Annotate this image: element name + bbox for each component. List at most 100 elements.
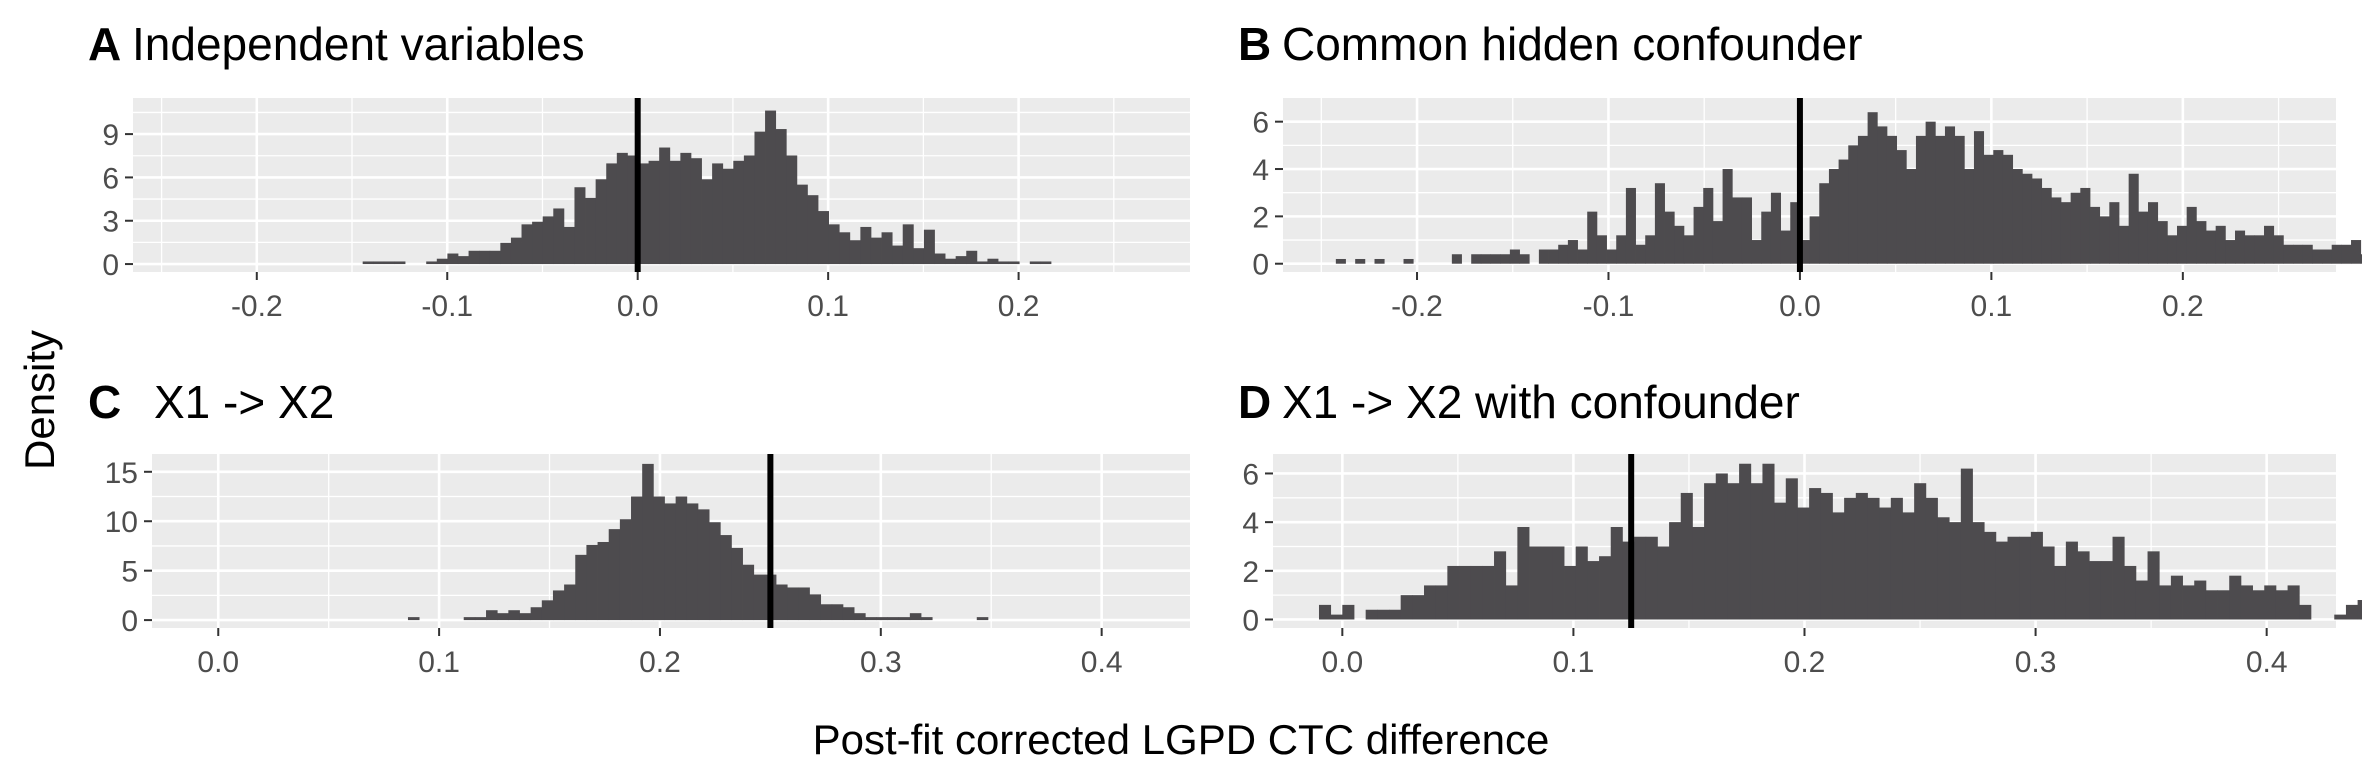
histogram-bar	[2302, 244, 2313, 264]
histogram-bar	[2240, 585, 2253, 620]
histogram-bar	[1925, 497, 1938, 620]
y-tick-label: 6	[1242, 458, 1259, 491]
histogram-bar	[1365, 609, 1378, 620]
histogram-bar	[2186, 206, 2197, 264]
histogram-bar	[2225, 240, 2236, 264]
panel-c: 0.0 0.1 0.2 0.3 0.4 0 5 10 15 C X1 -> X2	[88, 376, 1190, 679]
histogram-bar	[1040, 261, 1052, 265]
histogram-bar	[2118, 225, 2130, 264]
x-axis-title: Post-fit corrected LGPD CTC difference	[812, 716, 1550, 763]
histogram-bar	[489, 250, 501, 265]
histogram-bar	[1886, 135, 1898, 264]
histogram-bar	[913, 248, 925, 265]
panel-title: X1 -> X2 with confounder	[1282, 376, 1800, 428]
histogram-bar	[2205, 590, 2218, 620]
histogram-bar	[586, 544, 598, 621]
histogram-bar	[1400, 595, 1413, 620]
histogram-bar	[1657, 546, 1670, 620]
histogram-bar	[796, 184, 808, 265]
panel-d: 0.0 0.1 0.2 0.3 0.4 0 2 4 6 D X1 -> X2 with confou…	[1238, 376, 2362, 679]
histogram-bar	[787, 587, 799, 621]
histogram-bar	[1342, 604, 1355, 620]
histogram-bar	[1490, 254, 1501, 264]
histogram-bar	[1509, 249, 1520, 264]
histogram-bar	[1785, 478, 1798, 620]
histogram-bar	[2196, 221, 2207, 264]
histogram-bar	[1645, 235, 1656, 264]
histogram-bar	[2264, 585, 2277, 620]
x-tick-label: 0.1	[418, 646, 460, 679]
histogram-bar	[2194, 580, 2207, 620]
histogram-bar	[1925, 121, 1936, 264]
histogram-bar	[530, 607, 543, 621]
histogram-bar	[1330, 614, 1343, 620]
y-axis-title: Density	[16, 329, 63, 470]
histogram-bar	[631, 496, 643, 621]
histogram-bar	[1683, 235, 1694, 264]
histogram-bar	[892, 245, 904, 265]
histogram-bar	[1915, 135, 1927, 264]
histogram-bar	[1739, 463, 1752, 620]
histogram-bar	[731, 547, 743, 621]
histogram-bar	[1797, 507, 1810, 620]
histogram-bar	[1674, 225, 1685, 264]
histogram-bar	[712, 163, 724, 265]
histogram-bar	[2030, 531, 2043, 620]
histogram-bar	[1741, 197, 1752, 264]
x-tick-label: 0.2	[639, 646, 681, 679]
histogram-bar	[1008, 261, 1020, 265]
x-tick-label: 0.0	[1779, 290, 1821, 323]
histogram-bar	[2077, 551, 2090, 620]
x-tick-label: 0.4	[2246, 646, 2288, 679]
histogram-bar	[1471, 254, 1482, 264]
histogram-bar	[709, 522, 721, 621]
histogram-bar	[2176, 225, 2188, 264]
histogram-bar	[648, 160, 660, 265]
histogram-bar	[1552, 546, 1565, 620]
histogram-bar	[2357, 600, 2362, 620]
histogram-bar	[608, 529, 621, 621]
histogram-bar	[865, 617, 877, 621]
panel-letter: C	[88, 376, 121, 428]
histogram-bar	[2147, 551, 2160, 620]
histogram-bar	[2254, 235, 2265, 264]
histogram-bar	[637, 163, 649, 265]
histogram-bar	[1029, 261, 1041, 265]
histogram-bar	[733, 160, 745, 265]
x-tick-label: -0.1	[1583, 290, 1635, 323]
histogram-bar	[934, 253, 946, 265]
histogram-bar	[2070, 192, 2081, 264]
histogram-bar	[1567, 240, 1578, 264]
histogram-bar	[807, 195, 819, 265]
x-tick-label: 0.2	[998, 290, 1040, 323]
histogram-bar	[2167, 235, 2178, 264]
y-tick-label: 0	[121, 605, 138, 638]
histogram-bar	[1973, 131, 1985, 264]
histogram-bar	[2060, 202, 2072, 264]
histogram-bar	[1762, 463, 1775, 620]
histogram-bar	[976, 261, 988, 265]
histogram-bar	[521, 224, 533, 265]
histogram-bar	[701, 179, 713, 265]
histogram-bar	[2051, 197, 2062, 264]
histogram-bar	[955, 256, 967, 265]
histogram-bar	[664, 503, 677, 621]
histogram-bar	[2112, 536, 2125, 620]
histogram-bar	[2065, 541, 2078, 620]
x-tick-label: 0.3	[2015, 646, 2057, 679]
histogram-bar	[2182, 585, 2195, 620]
histogram-bar	[1964, 169, 1975, 264]
histogram-bar	[2080, 187, 2091, 264]
histogram-bar	[1960, 468, 1973, 620]
histogram-bar	[1680, 492, 1693, 620]
histogram-bar	[1770, 192, 1781, 264]
histogram-bar	[1403, 258, 1414, 264]
y-tick-label: 6	[102, 162, 119, 195]
histogram-bar	[839, 232, 851, 265]
histogram-bar	[585, 197, 597, 265]
histogram-bar	[2089, 561, 2102, 620]
histogram-bar	[881, 232, 893, 265]
histogram-bar	[2217, 590, 2230, 620]
histogram-bar	[2031, 178, 2043, 264]
